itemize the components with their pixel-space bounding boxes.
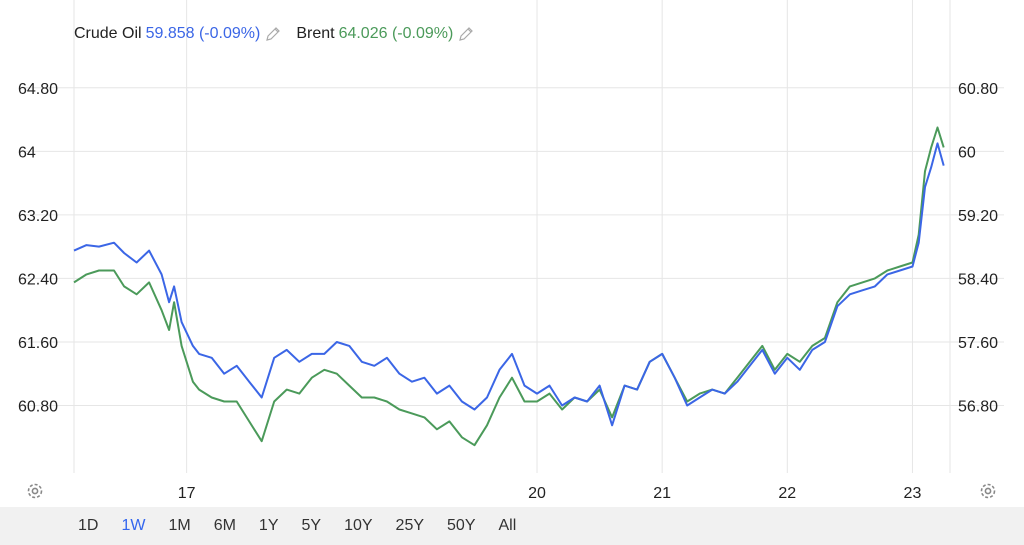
legend-crude-name[interactable]: Crude Oil — [74, 25, 142, 42]
y-left-tick-label: 61.60 — [18, 335, 58, 352]
gear-icon[interactable] — [978, 481, 998, 501]
range-button-25y[interactable]: 25Y — [395, 517, 425, 534]
x-tick-label: 17 — [178, 485, 196, 502]
range-selector: 1D 1W 1M 6M 1Y 5Y 10Y 25Y 50Y All — [0, 507, 1024, 545]
gear-icon[interactable] — [25, 481, 45, 501]
y-right-tick-label: 60 — [958, 144, 976, 161]
range-button-1w[interactable]: 1W — [121, 517, 146, 534]
pencil-icon[interactable] — [264, 25, 282, 43]
y-right-tick-label: 57.60 — [958, 335, 998, 352]
y-left-tick-label: 64.80 — [18, 81, 58, 98]
range-button-50y[interactable]: 50Y — [447, 517, 476, 534]
legend-brent-value: 64.026 (-0.09%) — [338, 25, 454, 42]
legend-brent-name[interactable]: Brent — [296, 25, 335, 42]
range-button-1m[interactable]: 1M — [168, 517, 191, 534]
chart: 60.80 61.60 62.40 63.20 64 64.80 56.80 57.60 58.… — [18, 0, 1004, 502]
legend: Crude Oil 59.858 (-0.09%) Brent 64.026 (… — [74, 24, 489, 44]
y-right-tick-label: 60.80 — [958, 81, 998, 98]
y-right-tick-label: 56.80 — [958, 398, 998, 415]
range-button-1y[interactable]: 1Y — [258, 517, 279, 534]
y-left-tick-label: 64 — [18, 144, 36, 161]
range-button-1d[interactable]: 1D — [78, 517, 99, 534]
x-tick-label: 22 — [778, 485, 796, 502]
y-left-tick-label: 60.80 — [18, 398, 58, 415]
range-button-6m[interactable]: 6M — [213, 517, 236, 534]
series-line-crude-oil[interactable] — [73, 142, 945, 427]
range-button-10y[interactable]: 10Y — [344, 517, 373, 534]
range-button-all[interactable]: All — [498, 517, 517, 534]
pencil-icon[interactable] — [457, 25, 475, 43]
range-button-5y[interactable]: 5Y — [301, 517, 322, 534]
x-tick-label: 21 — [653, 485, 671, 502]
x-tick-label: 20 — [528, 485, 546, 502]
y-left-tick-label: 63.20 — [18, 208, 58, 225]
y-left-tick-label: 62.40 — [18, 271, 58, 288]
y-right-tick-label: 58.40 — [958, 271, 998, 288]
series-line-brent[interactable] — [73, 126, 945, 447]
y-right-tick-label: 59.20 — [958, 208, 998, 225]
legend-crude-value: 59.858 (-0.09%) — [145, 25, 261, 42]
x-tick-label: 23 — [904, 485, 922, 502]
